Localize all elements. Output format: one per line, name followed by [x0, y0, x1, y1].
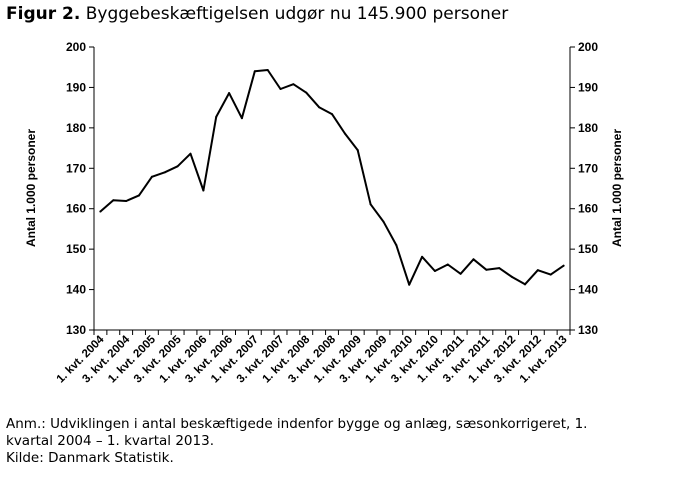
- data-point: [112, 199, 115, 202]
- data-point: [138, 194, 141, 197]
- y-tick-label-right: 130: [578, 323, 598, 337]
- data-point: [279, 88, 282, 91]
- tick-labels: 130 130 140 140 150 150 160 160 170 170 180 180 190 1…: [55, 40, 599, 386]
- axes: [89, 46, 575, 335]
- line-chart: 130 130 140 140 150 150 160 160 170 170 180 180 190 1…: [24, 40, 624, 386]
- data-point: [562, 264, 565, 267]
- y-tick-label-right: 150: [578, 242, 598, 256]
- series: [99, 69, 565, 286]
- data-point: [356, 149, 359, 152]
- y-axis-title-left: Antal 1.000 personer: [24, 129, 38, 247]
- series-line: [99, 69, 565, 286]
- data-point: [99, 210, 102, 213]
- y-tick-label-left: 140: [66, 283, 86, 297]
- data-point: [228, 92, 231, 95]
- y-tick-label-left: 190: [66, 80, 86, 94]
- y-tick-label-right: 160: [578, 202, 598, 216]
- data-point: [176, 165, 179, 168]
- data-point: [343, 132, 346, 135]
- data-point: [485, 268, 488, 271]
- y-tick-label-left: 160: [66, 202, 86, 216]
- figure-title: Figur 2. Byggebeskæftigelsen udgør nu 14…: [6, 4, 508, 24]
- data-point: [498, 267, 501, 270]
- data-point: [536, 269, 539, 272]
- note-line-1: Anm.: Udviklingen i antal beskæftigede i…: [6, 416, 588, 432]
- y-tick-label-right: 200: [578, 40, 598, 54]
- data-point: [215, 115, 218, 118]
- y-tick-label-left: 130: [66, 323, 86, 337]
- y-tick-label-right: 170: [578, 161, 598, 175]
- data-point: [459, 272, 462, 275]
- data-point: [408, 283, 411, 286]
- data-point: [395, 244, 398, 247]
- note-source: Kilde: Danmark Statistik.: [6, 450, 174, 466]
- data-point: [305, 91, 308, 94]
- figure-label: Figur 2.: [6, 4, 81, 24]
- data-point: [369, 203, 372, 206]
- y-tick-label-left: 200: [66, 40, 86, 54]
- data-point: [125, 200, 128, 203]
- data-point: [150, 175, 153, 178]
- data-point: [318, 106, 321, 109]
- data-point: [163, 171, 166, 174]
- data-point: [253, 70, 256, 73]
- data-point: [292, 83, 295, 86]
- figure-note: Anm.: Udviklingen i antal beskæftigede i…: [6, 416, 666, 467]
- y-axis-title-right: Antal 1.000 personer: [610, 129, 624, 247]
- y-tick-label-left: 170: [66, 161, 86, 175]
- data-point: [202, 189, 205, 192]
- note-line-2: kvartal 2004 – 1. kvartal 2013.: [6, 433, 214, 449]
- data-point: [421, 255, 424, 258]
- data-point: [240, 117, 243, 120]
- data-point: [189, 152, 192, 155]
- y-tick-label-right: 180: [578, 121, 598, 135]
- data-point: [266, 69, 269, 72]
- data-point: [549, 273, 552, 276]
- y-tick-label-right: 140: [578, 283, 598, 297]
- data-point: [472, 258, 475, 261]
- y-tick-label-left: 180: [66, 121, 86, 135]
- data-point: [382, 220, 385, 223]
- data-point: [446, 263, 449, 266]
- y-tick-label-right: 190: [578, 80, 598, 94]
- figure-title-text: Byggebeskæftigelsen udgør nu 145.900 per…: [85, 4, 509, 24]
- data-point: [523, 283, 526, 286]
- data-point: [331, 113, 333, 116]
- y-tick-label-left: 150: [66, 242, 86, 256]
- data-point: [433, 269, 436, 272]
- data-point: [511, 276, 514, 279]
